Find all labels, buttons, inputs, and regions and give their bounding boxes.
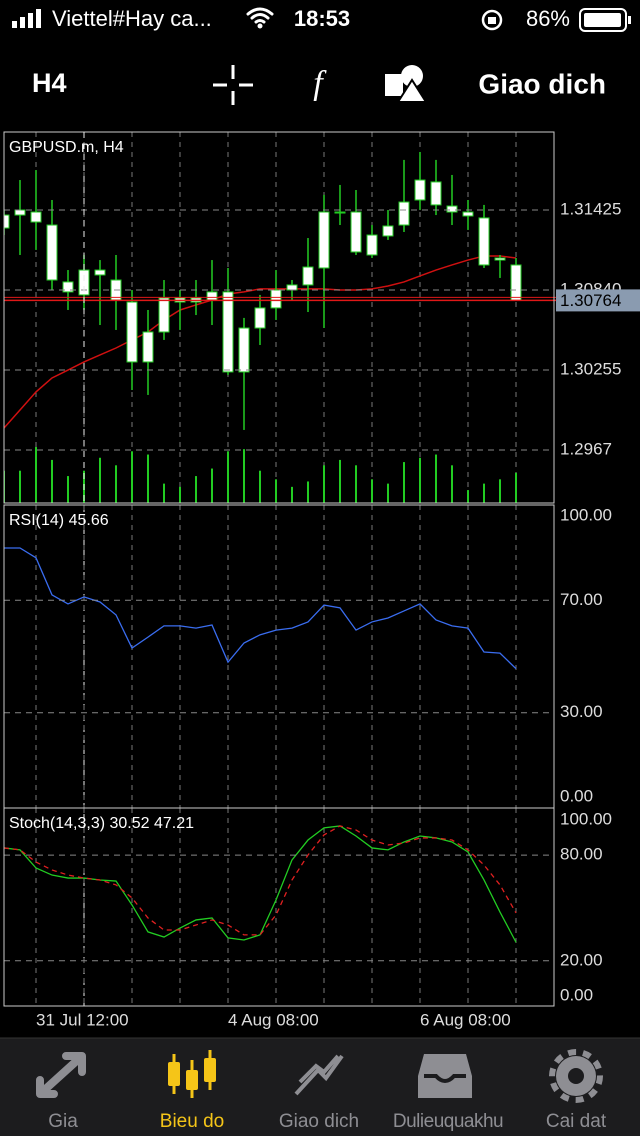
status-bar: Viettel#Hay ca... 18:53 86% [12, 6, 631, 32]
moving-average [4, 255, 517, 429]
plot-area [4, 808, 517, 1006]
tab-label[interactable]: Dulieuquakhu [393, 1111, 504, 1132]
y-tick-label: 1.31425 [560, 199, 621, 218]
panel-border [3, 131, 555, 504]
timeframe-button[interactable]: H4 [32, 68, 67, 98]
panel-title: Stoch(14,3,3) 30.52 47.21 [9, 815, 194, 832]
panel-title: RSI(14) 45.66 [9, 512, 109, 529]
candle-body [478, 217, 490, 266]
y-tick-label: 1.30255 [560, 360, 621, 379]
y-tick-label: 70.00 [560, 590, 603, 609]
panel-border [3, 504, 555, 809]
candle-body [222, 291, 234, 373]
candle-body [430, 181, 442, 206]
candle-body [510, 264, 522, 301]
x-tick-label: 31 Jul 12:00 [36, 1010, 129, 1029]
candle-body [30, 211, 42, 223]
y-tick-label: 1.2967 [560, 440, 612, 459]
candle-body [270, 289, 282, 309]
tab-icon [168, 1050, 216, 1098]
candle-body [238, 327, 250, 373]
candle-body [142, 331, 154, 363]
candle-body [158, 297, 170, 333]
tab-icon [36, 1052, 86, 1098]
objects-button[interactable] [385, 65, 428, 103]
panel-title: GBPUSD.m, H4 [9, 139, 124, 156]
candle-body [350, 211, 362, 253]
tab-label[interactable]: Cai dat [546, 1111, 607, 1132]
indicator-line [4, 825, 517, 943]
x-tick-label: 4 Aug 08:00 [228, 1010, 319, 1029]
chart-panel: 100.00 70.00 30.00 0.00 RSI(14) 45.66 [3, 504, 612, 809]
candle-body [62, 281, 74, 293]
candle-body [398, 201, 410, 226]
candle-body [254, 307, 266, 329]
candle-body [302, 266, 314, 286]
candle-body [126, 301, 138, 363]
carrier: Viettel#Hay ca... [52, 6, 212, 31]
battery-level: 86% [526, 6, 570, 31]
y-tick-label: 100.00 [560, 505, 612, 524]
tab-bar: Gia Bieu do Giao dich Dulieuquakhu Cai d… [0, 1037, 640, 1136]
chart-panel: 100.00 80.00 20.00 0.00 Stoch(14,3,3) 30.52 … [3, 807, 612, 1007]
clock: 18:53 [294, 6, 350, 31]
candle-body [334, 211, 346, 214]
panel-border [3, 807, 555, 1007]
tab-label[interactable]: Gia [48, 1111, 78, 1132]
tab-icon [294, 1054, 344, 1096]
candle-body [494, 257, 506, 261]
candle-body [4, 214, 10, 229]
candle-body [206, 291, 218, 301]
charts: 1.314251.308401.302551.29671.30764GBPUSD… [3, 131, 640, 1029]
trade-button[interactable]: Giao dich [478, 68, 606, 99]
plot-area [4, 505, 517, 808]
candle-body [366, 234, 378, 256]
candle-body [446, 205, 458, 213]
indicators-button[interactable]: f [313, 65, 327, 102]
candle-body [414, 179, 426, 201]
chart-panel: 1.314251.308401.302551.29671.30764GBPUSD… [3, 131, 640, 504]
tab-icon [418, 1054, 472, 1098]
y-tick-label: 30.00 [560, 702, 603, 721]
indicator-line [4, 547, 517, 670]
y-tick-label: 20.00 [560, 950, 603, 969]
y-tick-label: 0.00 [560, 985, 593, 1004]
tab-icon [549, 1049, 603, 1103]
candle-body [78, 269, 90, 296]
candle-body [14, 209, 26, 216]
candle-body [286, 284, 298, 291]
x-tick-label: 6 Aug 08:00 [420, 1010, 511, 1029]
candle-body [382, 225, 394, 237]
candle-body [94, 269, 106, 276]
tab-label[interactable]: Giao dich [279, 1111, 359, 1132]
candle-body [462, 211, 474, 217]
indicator-line [4, 825, 517, 936]
crosshair-button[interactable] [213, 65, 253, 105]
y-tick-label: 0.00 [560, 787, 593, 806]
toolbar: H4 f Giao dich [32, 65, 606, 105]
candle-body [46, 224, 58, 281]
bid-label: 1.30764 [560, 291, 621, 310]
y-tick-label: 100.00 [560, 809, 612, 828]
candle-body [318, 211, 330, 269]
y-tick-label: 80.00 [560, 845, 603, 864]
plot-area [4, 132, 522, 503]
bid-label-box [556, 289, 640, 312]
tab-label[interactable]: Bieu do [160, 1111, 224, 1132]
